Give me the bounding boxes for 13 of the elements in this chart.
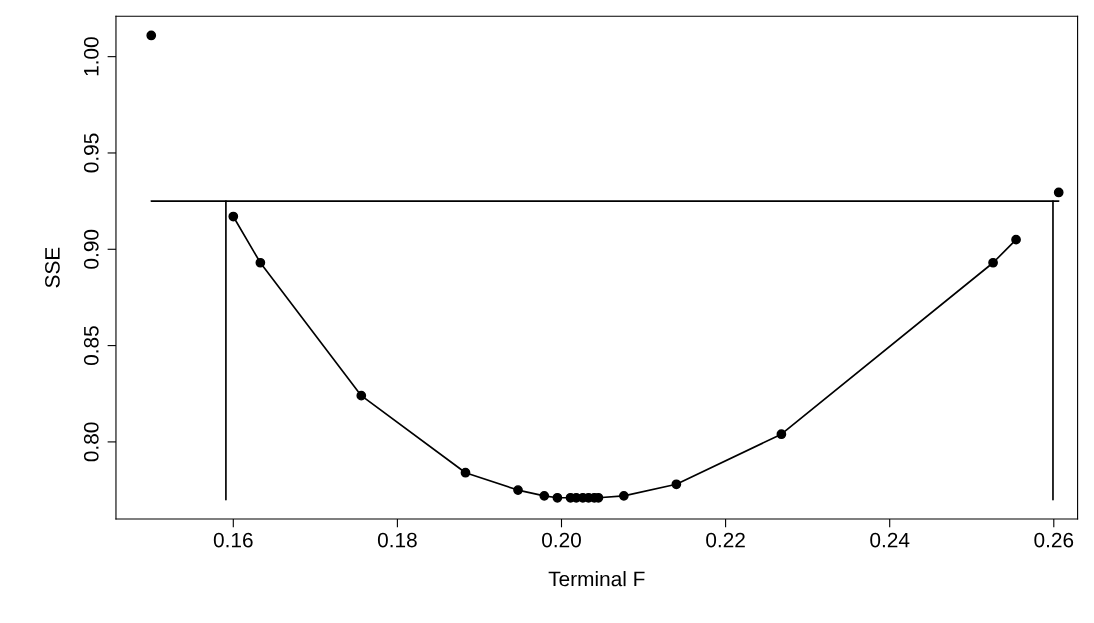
- x-tick-label: 0.20: [542, 532, 581, 548]
- y-tick-label: 0.90: [83, 229, 99, 269]
- x-tick-label: 0.24: [870, 532, 910, 548]
- y-tick-label: 1.00: [83, 37, 99, 76]
- y-tick-label: 0.95: [83, 133, 99, 173]
- x-tick-label: 0.18: [377, 532, 417, 548]
- x-tick-label: 0.26: [1034, 532, 1074, 548]
- x-axis-title: Terminal F: [548, 571, 645, 587]
- y-axis-title: SSE: [45, 247, 60, 288]
- x-tick-label: 0.22: [706, 532, 745, 548]
- y-tick-label: 0.80: [83, 422, 99, 462]
- x-tick-label: 0.16: [213, 532, 253, 548]
- y-tick-label: 0.85: [83, 326, 99, 366]
